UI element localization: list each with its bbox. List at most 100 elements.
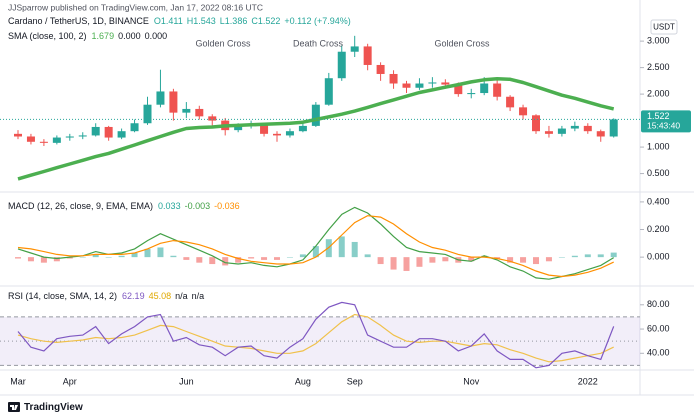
sma-legend: SMA (close, 100, 2) 1.679 0.000 0.000	[8, 31, 167, 41]
candle-body	[298, 125, 307, 132]
sma-title: SMA (close, 100, 2)	[8, 31, 87, 41]
candle-body	[532, 115, 540, 132]
candle-body	[519, 107, 528, 116]
histogram-bar	[274, 257, 280, 260]
histogram-bar	[299, 254, 306, 258]
histogram-bar	[92, 254, 99, 258]
candle-body	[195, 108, 204, 117]
x-tick-label: Jun	[179, 376, 194, 386]
histogram-bar	[118, 255, 125, 258]
annotation: Golden Cross	[195, 38, 251, 48]
y-tick-label: 3.000	[647, 36, 670, 46]
histogram-bar	[338, 236, 345, 258]
ohlc: O1.411	[154, 16, 183, 26]
currency-box	[650, 19, 678, 35]
countdown: 15:43:40	[647, 121, 680, 131]
price-legend: Cardano / TetherUS, 1D, BINANCE O1.411 H1.…	[8, 16, 351, 26]
y-tick-label: 0.200	[647, 224, 670, 234]
histogram-bar	[209, 257, 216, 265]
candle-body	[273, 133, 281, 136]
candle-body	[78, 135, 87, 137]
candle-body	[182, 108, 191, 113]
candle-body	[156, 91, 165, 105]
histogram-bar	[351, 241, 358, 258]
histogram-bar	[429, 257, 436, 263]
candle-body	[428, 82, 437, 84]
candle-body	[441, 82, 450, 85]
histogram-bar	[131, 253, 138, 258]
candle-body	[376, 64, 385, 74]
x-tick-label: Sep	[347, 376, 363, 386]
annotation: Golden Cross	[434, 38, 490, 48]
y-tick-label: 0.400	[647, 196, 670, 206]
y-tick-label: 80.00	[647, 299, 670, 309]
histogram-bar	[481, 255, 488, 258]
macd-value: -0.003	[185, 201, 211, 211]
x-tick-label: Nov	[463, 376, 480, 386]
x-tick-label: Aug	[295, 376, 311, 386]
histogram-bar	[144, 248, 151, 258]
candle-body	[583, 125, 592, 132]
sma-value: 0.000	[145, 31, 168, 41]
candles	[14, 35, 618, 147]
y-tick-label: 0.000	[647, 252, 670, 262]
rsi-line	[17, 301, 615, 369]
x-tick-label: Mar	[10, 376, 26, 386]
x-tick-label: 2022	[578, 376, 598, 386]
candle-body	[117, 131, 126, 138]
histogram-bar	[312, 246, 319, 258]
histogram-bar	[27, 257, 34, 262]
ohlc: C1.522	[251, 16, 280, 26]
histogram-bar	[364, 254, 371, 258]
candle-body	[91, 126, 100, 136]
histogram-bar	[533, 257, 539, 265]
candle-body	[52, 137, 61, 143]
macd-legend: MACD (12, 26, close, 9, EMA, EMA) 0.033 -0…	[8, 201, 240, 211]
last-price-box	[641, 110, 691, 133]
candle-body	[285, 131, 294, 136]
ohlc: H1.543	[187, 16, 216, 26]
symbol-title: Cardano / TetherUS, 1D, BINANCE	[8, 16, 149, 26]
histogram-bar	[494, 257, 501, 259]
histogram-bar	[105, 257, 112, 258]
candle-body	[143, 104, 152, 124]
macd-value: -0.036	[214, 201, 240, 211]
candle-body	[596, 131, 605, 137]
histogram-bar	[584, 254, 591, 258]
publisher: JJSparrow published on TradingView.com, …	[8, 2, 263, 12]
rsi-title: RSI (14, close, SMA, 14, 2)	[8, 291, 117, 301]
rsi-legend: RSI (14, close, SMA, 14, 2) 62.19 45.08 n/a…	[8, 291, 204, 301]
macd-value: 0.033	[158, 201, 181, 211]
candle-body	[234, 125, 243, 131]
rsi-line	[17, 313, 614, 363]
candle-body	[65, 136, 74, 138]
annotation: Death Cross	[293, 38, 344, 48]
y-tick-label: 2.000	[647, 88, 670, 98]
histogram-bar	[248, 257, 255, 259]
candle-body	[350, 46, 359, 52]
histogram-bar	[222, 257, 229, 266]
candle-body	[557, 128, 566, 134]
histogram-bar	[286, 257, 293, 258]
sma-value: 0.000	[118, 31, 141, 41]
candle-body	[467, 93, 476, 95]
candle-body	[570, 125, 579, 129]
histogram-bar	[468, 257, 475, 262]
candle-body	[480, 83, 489, 94]
macd-line	[17, 215, 614, 278]
histogram-bar	[53, 257, 60, 262]
histogram-bar	[79, 257, 86, 258]
histogram-bar	[442, 257, 449, 262]
last-price: 1.522	[647, 111, 670, 121]
rsi-value: n/a	[175, 291, 188, 301]
candle-body	[506, 96, 515, 108]
candle-body	[26, 136, 35, 142]
histogram-bar	[545, 257, 552, 262]
candle-body	[130, 123, 139, 132]
sma-value: 1.679	[92, 31, 115, 41]
histogram-bar	[261, 257, 268, 260]
histogram-bar	[558, 257, 565, 258]
candle-body	[104, 126, 113, 138]
y-tick-label: 40.00	[647, 348, 670, 358]
